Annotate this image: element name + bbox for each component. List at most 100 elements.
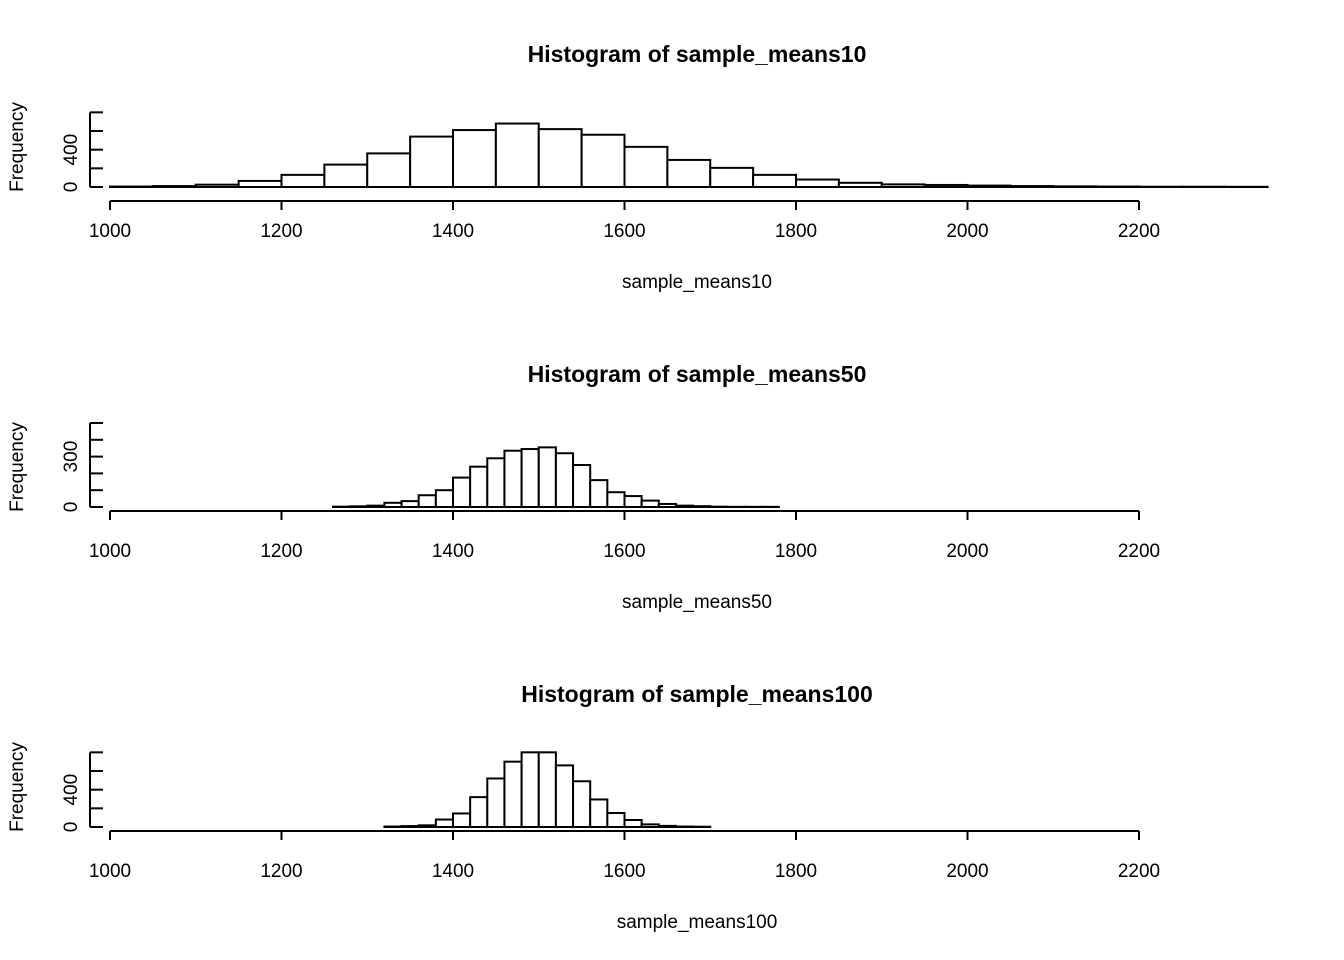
histogram-bar: [503, 449, 523, 508]
histogram-bar: [554, 452, 575, 508]
histogram-bar: [1052, 185, 1098, 188]
histogram-bar: [520, 448, 540, 509]
x-tick-label: 1600: [603, 861, 645, 882]
histogram-bar: [623, 145, 669, 189]
x-axis-label: sample_means50: [622, 592, 772, 613]
histogram-bar: [537, 751, 557, 828]
histogram-bar: [580, 133, 626, 189]
histogram-bar: [409, 135, 454, 189]
chart-title: Histogram of sample_means100: [521, 681, 873, 707]
y-axis: 0 400: [61, 751, 103, 833]
histogram-bar: [692, 505, 712, 509]
histogram-bar: [452, 129, 497, 188]
x-tick-label: 1800: [775, 221, 817, 242]
histogram-bar: [640, 499, 660, 508]
histogram-bar: [795, 178, 840, 189]
histogram-bar: [366, 504, 386, 509]
x-tick-label: 2200: [1118, 541, 1160, 562]
histogram-bar: [623, 819, 643, 828]
histogram-bar: [537, 128, 583, 188]
histogram-bar: [417, 824, 437, 829]
histogram-bar: [537, 446, 557, 508]
histogram-bar: [572, 464, 592, 508]
x-tick-label: 1800: [775, 541, 817, 562]
histogram-bar: [469, 796, 489, 829]
histogram-panel-sample-means100: Histogram of sample_means100 1000 1200 140…: [7, 681, 1160, 933]
histogram-bar: [323, 163, 369, 189]
histogram-bar: [606, 812, 626, 828]
y-tick-label: 400: [61, 774, 82, 806]
y-tick-label: 300: [61, 441, 82, 473]
x-tick-label: 2000: [946, 221, 988, 242]
y-axis: 0 300: [61, 422, 103, 512]
histogram-bar: [400, 825, 420, 828]
histogram-bar: [1009, 185, 1055, 188]
histogram-bar: [452, 476, 472, 509]
histogram-bar: [657, 502, 677, 509]
x-tick-label: 1200: [260, 221, 302, 242]
x-tick-label: 1000: [89, 541, 131, 562]
histogram-bar: [640, 823, 660, 828]
bars-group: [109, 122, 1269, 189]
histogram-bar: [606, 491, 626, 509]
x-tick-label: 1200: [260, 861, 302, 882]
histogram-bar: [966, 184, 1012, 189]
histogram-bar: [589, 798, 609, 829]
histogram-bar: [383, 501, 403, 508]
histogram-bar: [674, 504, 695, 509]
x-axis-label: sample_means10: [622, 272, 772, 293]
histogram-bar: [237, 179, 283, 189]
x-tick-label: 2200: [1118, 221, 1160, 242]
histogram-panel-sample-means50: Histogram of sample_means50 1000 1200 1400…: [7, 361, 1160, 613]
x-tick-label: 1200: [260, 541, 302, 562]
histogram-bar: [709, 166, 755, 189]
histogram-bar: [657, 824, 677, 829]
y-axis-label: Frequency: [7, 102, 28, 192]
histogram-bar: [151, 185, 197, 188]
histogram-bar: [503, 760, 523, 829]
y-axis-label: Frequency: [7, 422, 28, 512]
y-tick-label: 0: [61, 182, 82, 193]
histogram-bar: [837, 181, 883, 189]
histogram-bar: [366, 152, 412, 188]
x-tick-label: 1400: [432, 861, 474, 882]
x-tick-label: 1400: [432, 221, 474, 242]
chart-title: Histogram of sample_means50: [528, 361, 867, 387]
histogram-bar: [494, 122, 540, 188]
x-tick-label: 1600: [603, 221, 645, 242]
histogram-bar: [400, 500, 420, 508]
histogram-bar: [623, 495, 643, 508]
histogram-panel-sample-means10: Histogram of sample_means10 1000 1200 1400…: [7, 41, 1269, 293]
x-tick-label: 1600: [603, 541, 645, 562]
histogram-bar: [880, 183, 926, 189]
histogram-bar: [486, 457, 506, 508]
histogram-bar: [434, 489, 455, 509]
histogram-bar: [434, 818, 455, 828]
x-tick-label: 2000: [946, 541, 988, 562]
x-tick-label: 2200: [1118, 861, 1160, 882]
histogram-bar: [280, 173, 326, 189]
histogram-bar: [520, 751, 540, 828]
x-tick-label: 1400: [432, 541, 474, 562]
y-tick-label: 0: [61, 822, 82, 833]
histogram-bar: [752, 173, 797, 189]
x-axis: 1000 1200 1400 1600 1800 2000 2200: [89, 830, 1160, 882]
histogram-bar: [417, 494, 437, 508]
histogram-bar: [572, 780, 592, 828]
x-tick-label: 1000: [89, 221, 131, 242]
histogram-bar: [349, 505, 369, 509]
histogram-bar: [194, 183, 240, 189]
x-tick-label: 1800: [775, 861, 817, 882]
y-tick-label: 400: [61, 134, 82, 166]
x-axis: 1000 1200 1400 1600 1800 2000 2200: [89, 200, 1160, 242]
histogram-bar: [554, 764, 575, 829]
x-tick-label: 2000: [946, 861, 988, 882]
chart-title: Histogram of sample_means10: [528, 41, 867, 67]
bars-group: [331, 446, 780, 509]
histogram-bar: [452, 812, 472, 829]
histogram-bar: [589, 479, 609, 508]
y-axis: 0 400: [61, 111, 103, 193]
histogram-bar: [469, 465, 489, 508]
histogram-bar: [923, 183, 969, 189]
